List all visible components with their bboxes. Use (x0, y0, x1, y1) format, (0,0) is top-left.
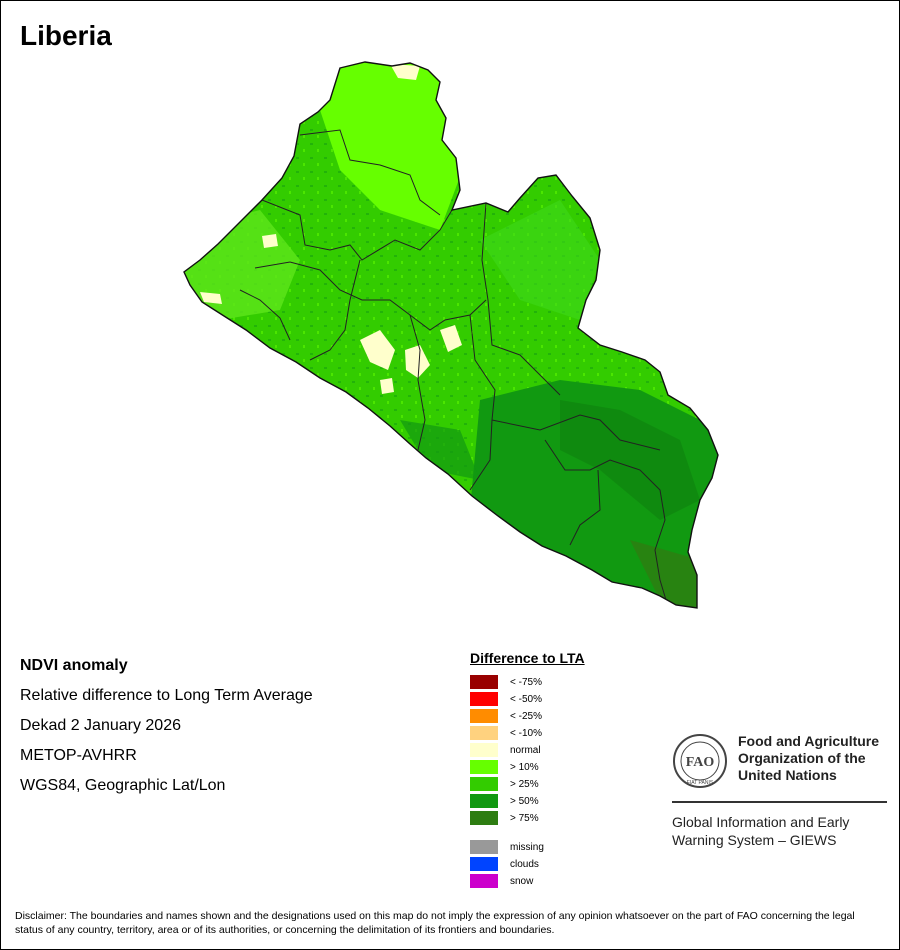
legend-item: missing (470, 840, 544, 854)
projection: WGS84, Geographic Lat/Lon (20, 777, 226, 794)
country-border (183, 61, 719, 609)
legend-label: clouds (510, 858, 539, 870)
legend-label: snow (510, 875, 534, 887)
legend-label: < -75% (510, 676, 542, 688)
county-boundaries (239, 129, 667, 601)
legend-swatch (470, 874, 498, 888)
ndvi-raster (184, 62, 718, 608)
legend: Difference to LTA < -75% < -50% < -25% < -1… (470, 650, 585, 888)
legend-item: < -25% (470, 709, 542, 723)
fao-logo-motto: FIAT PANIS (687, 780, 714, 786)
legend-swatch (470, 692, 498, 706)
legend-item: < -50% (470, 692, 542, 706)
legend-swatch (470, 777, 498, 791)
legend-swatch (470, 726, 498, 740)
map-title: Liberia (20, 20, 112, 51)
legend-swatch (470, 743, 498, 757)
legend-item: < -10% (470, 726, 542, 740)
legend-item: normal (470, 743, 541, 757)
legend-label: normal (510, 744, 541, 756)
legend-label: missing (510, 841, 544, 853)
ndvi-map (183, 61, 719, 609)
legend-title: Difference to LTA (470, 650, 585, 666)
legend-item: > 10% (470, 760, 539, 774)
legend-item: < -75% (470, 675, 542, 689)
product-name: NDVI anomaly (20, 657, 128, 674)
legend-swatch (470, 794, 498, 808)
legend-swatch (470, 840, 498, 854)
legend-label: > 75% (510, 812, 539, 824)
legend-item: > 75% (470, 811, 539, 825)
legend-item: clouds (470, 857, 539, 871)
legend-item: > 25% (470, 777, 539, 791)
product-description: Relative difference to Long Term Average (20, 687, 313, 704)
legend-label: > 25% (510, 778, 539, 790)
fao-logo-icon: FAO FIAT PANIS (673, 734, 727, 788)
giews-name: Global Information and Early Warning Sys… (672, 814, 850, 848)
legend-swatch (470, 709, 498, 723)
legend-swatch (470, 811, 498, 825)
legend-swatch (470, 675, 498, 689)
legend-swatch (470, 857, 498, 871)
fao-logo-text: FAO (686, 755, 715, 770)
legend-item: snow (470, 874, 533, 888)
sensor-name: METOP-AVHRR (20, 747, 137, 764)
legend-label: < -25% (510, 710, 542, 722)
legend-label: > 50% (510, 795, 539, 807)
legend-label: < -50% (510, 693, 542, 705)
legend-label: < -10% (510, 727, 542, 739)
legend-swatch (470, 760, 498, 774)
time-period: Dekad 2 January 2026 (20, 717, 181, 734)
disclaimer: Disclaimer: The boundaries and names sho… (15, 910, 855, 936)
divider (672, 801, 887, 803)
legend-item: > 50% (470, 794, 539, 808)
org-name: Food and Agriculture Organization of the… (738, 733, 880, 783)
legend-label: > 10% (510, 761, 539, 773)
map-info: NDVI anomaly Relative difference to Long… (20, 655, 313, 805)
